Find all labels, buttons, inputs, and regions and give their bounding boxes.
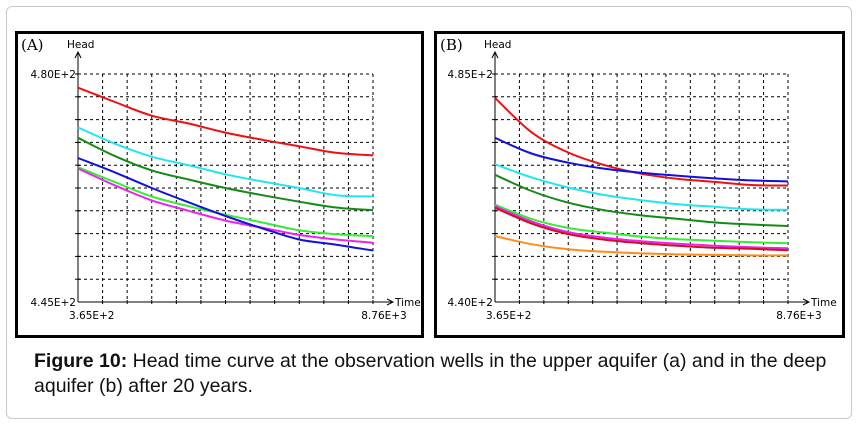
chart-a-series-cyan — [77, 126, 374, 198]
chart-b-series-dark-green — [494, 173, 789, 227]
chart-a-ytick-top: 4.80E+2 — [31, 69, 77, 81]
chart-a-panel-label: (A) — [21, 36, 44, 54]
chart-a-series-red — [77, 86, 374, 157]
chart-a-ylabel: Head — [67, 39, 94, 51]
chart-b-series-cyan — [494, 163, 789, 211]
caption-text: Head time curve at the observation wells… — [34, 350, 827, 397]
chart-panel-b: (B) Head Time 4.85E+2 4.40E+2 3.65E+2 8.76E+3 — [434, 31, 845, 338]
chart-b-y-axis-arrow — [491, 50, 499, 59]
chart-a-x-axis-arrow — [386, 298, 395, 306]
chart-b-panel-label: (B) — [440, 36, 463, 54]
caption-label: Figure 10: — [34, 350, 128, 372]
chart-a-y-axis-arrow — [74, 50, 82, 59]
chart-a-xlabel: Time — [394, 297, 421, 309]
chart-panel-a: (A) Head Time 4.80E+2 4.45E+2 3.65E+2 8.76E+3 — [15, 31, 424, 338]
figure-caption: Figure 10: Head time curve at the observ… — [34, 349, 834, 399]
chart-a-series-blue — [77, 157, 374, 252]
chart-b-series-magenta — [494, 205, 789, 250]
chart-b-ytick-bottom: 4.40E+2 — [448, 297, 494, 309]
chart-a-plot: (A) Head Time 4.80E+2 4.45E+23.65E+2 8.76E+3 — [21, 36, 421, 322]
chart-a-xtick-right: 8.76E+3 — [361, 310, 407, 322]
chart-a-series-magenta — [77, 167, 374, 244]
chart-a-series-dark-green — [77, 136, 374, 212]
chart-b-series-blue — [494, 136, 789, 183]
chart-b-ylabel: Head — [484, 39, 511, 51]
chart-a-xtick-left: 3.65E+2 — [69, 310, 115, 322]
chart-b-series-orange — [494, 235, 789, 257]
chart-b-series-light-green — [494, 203, 789, 245]
chart-b-series-crimson — [494, 206, 789, 252]
chart-b-plot: (B) Head Time 4.85E+2 4.40E+23.65E+2 8.76E+3 — [440, 36, 837, 322]
chart-b-xtick-right: 8.76E+3 — [776, 310, 822, 322]
chart-a-ytick-bottom: 4.45E+2 — [31, 297, 77, 309]
chart-b-ytick-top: 4.85E+2 — [448, 69, 494, 81]
chart-b-grid — [495, 73, 789, 302]
chart-b-x-axis-arrow — [802, 298, 811, 306]
chart-b-xlabel: Time — [810, 297, 837, 309]
chart-a-series-light-green — [77, 166, 374, 238]
chart-b-xtick-left: 3.65E+2 — [486, 310, 532, 322]
